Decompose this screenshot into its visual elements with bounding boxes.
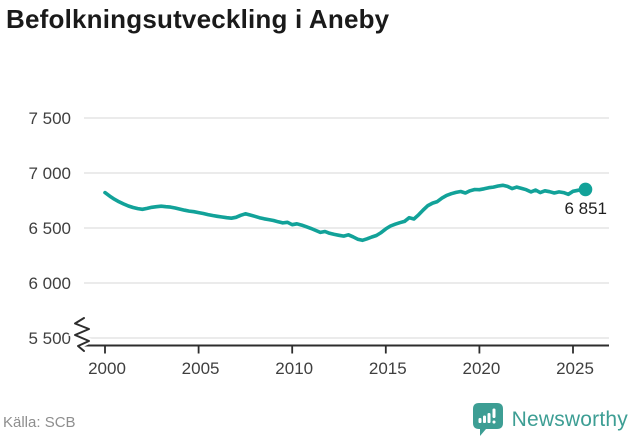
gridline bbox=[84, 337, 609, 339]
gridline bbox=[84, 282, 609, 284]
latest-value-label: 6 851 bbox=[564, 199, 607, 218]
x-tick-label: 2020 bbox=[462, 359, 500, 378]
bar-medium bbox=[482, 415, 486, 423]
x-tick-label: 2000 bbox=[88, 359, 126, 378]
bar-short bbox=[478, 417, 482, 423]
x-tick-mark bbox=[384, 346, 387, 354]
source-note: Källa: SCB bbox=[3, 414, 76, 431]
brand-logo[interactable]: Newsworthy bbox=[472, 402, 628, 436]
gridline bbox=[84, 227, 609, 229]
exclamation-stroke bbox=[492, 408, 496, 418]
x-tick-label: 2005 bbox=[182, 359, 220, 378]
y-tick-label: 7 000 bbox=[28, 164, 71, 183]
latest-value-dot bbox=[578, 182, 593, 197]
y-tick-label: 5 500 bbox=[28, 329, 71, 348]
chart-title: Befolkningsutveckling i Aneby bbox=[6, 4, 390, 34]
axis-break-icon bbox=[74, 317, 90, 352]
exclamation-dot bbox=[492, 420, 496, 423]
brand-name: Newsworthy bbox=[511, 407, 628, 431]
y-tick-label: 6 500 bbox=[28, 219, 71, 238]
x-tick-label: 2025 bbox=[556, 359, 594, 378]
x-axis-line bbox=[84, 344, 609, 347]
x-tick-label: 2010 bbox=[275, 359, 313, 378]
gridline bbox=[84, 172, 609, 174]
bar-chart-speech-bubble-icon bbox=[472, 402, 503, 436]
bar-tall bbox=[487, 412, 491, 423]
x-tick-label: 2015 bbox=[369, 359, 407, 378]
population-line bbox=[103, 183, 588, 243]
x-tick-mark bbox=[291, 346, 294, 354]
y-tick-label: 6 000 bbox=[28, 274, 71, 293]
x-tick-mark bbox=[572, 346, 574, 354]
x-tick-mark bbox=[104, 346, 106, 354]
gridline bbox=[84, 117, 609, 119]
x-tick-mark bbox=[478, 346, 481, 354]
x-tick-mark bbox=[197, 346, 200, 354]
y-tick-label: 7 500 bbox=[28, 109, 71, 128]
